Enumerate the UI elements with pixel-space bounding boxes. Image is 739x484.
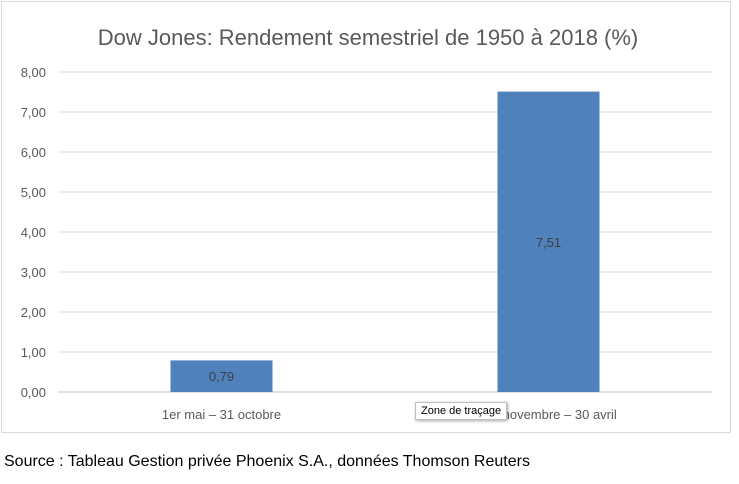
data-label: 7,51 xyxy=(536,235,561,250)
y-tick-label: 5,00 xyxy=(21,185,46,200)
bar[interactable] xyxy=(170,360,273,392)
y-tick-label: 1,00 xyxy=(21,345,46,360)
bar[interactable] xyxy=(497,91,600,392)
y-tick-label: 6,00 xyxy=(21,145,46,160)
plot-area-tooltip: Zone de traçage xyxy=(415,402,508,420)
x-tick-label: 1er mai – 31 octobre xyxy=(162,407,281,422)
y-tick-label: 3,00 xyxy=(21,265,46,280)
plot-area[interactable]: 0,00 1,00 2,00 3,00 4,00 5,00 6,00 7,00 8,00 0,79… xyxy=(21,65,712,422)
chart-svg: Dow Jones: Rendement semestriel de 1950 … xyxy=(21,25,712,422)
y-tick-label: 2,00 xyxy=(21,305,46,320)
data-label: 0,79 xyxy=(209,369,234,384)
y-tick-label: 4,00 xyxy=(21,225,46,240)
y-tick-label: 0,00 xyxy=(21,385,46,400)
chart-area[interactable]: Dow Jones: Rendement semestriel de 1950 … xyxy=(1,1,731,433)
y-tick-label: 7,00 xyxy=(21,105,46,120)
x-tick-label: 1er novembre – 30 avril xyxy=(480,407,617,422)
source-note: Source : Tableau Gestion privée Phoenix … xyxy=(4,453,530,470)
y-tick-label: 8,00 xyxy=(21,65,46,80)
chart-title: Dow Jones: Rendement semestriel de 1950 … xyxy=(98,25,639,50)
